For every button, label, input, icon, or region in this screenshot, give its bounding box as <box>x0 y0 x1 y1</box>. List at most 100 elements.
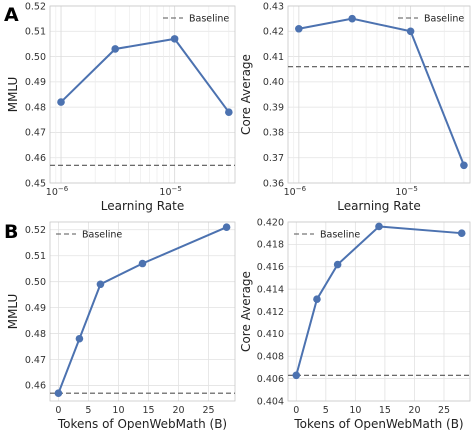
y-tick-label: 0.39 <box>263 102 284 113</box>
series-line <box>298 17 465 166</box>
data-point <box>295 24 303 33</box>
x-tick-label: 10−5 <box>395 185 417 198</box>
plot-area-frame <box>287 221 471 402</box>
data-point <box>170 35 179 43</box>
legend: Baseline <box>398 14 464 25</box>
y-tick-label: 0.420 <box>257 217 284 228</box>
panel-label-b: B <box>4 221 18 243</box>
y-tick-label: 0.418 <box>257 240 284 251</box>
data-point <box>57 98 65 106</box>
y-tick-label: 0.416 <box>257 262 284 273</box>
y-tick-label: 0.414 <box>257 284 284 295</box>
plot-area-frame <box>49 221 236 402</box>
y-tick-label: 0.51 <box>25 251 46 262</box>
chart-3: 0.46 0.47 0.48 0.49 0.50 0.51 0.52 0 5 10 15 20 25To… <box>6 221 236 430</box>
data-point <box>96 280 105 289</box>
y-axis-label: MMLU <box>6 294 20 330</box>
x-tick-label: 15 <box>142 405 154 416</box>
legend-label: Baseline <box>82 230 122 241</box>
data-point <box>460 161 468 170</box>
y-tick-label: 0.50 <box>25 277 46 288</box>
y-axis-label: MMLU <box>6 77 20 113</box>
data-point <box>406 27 415 36</box>
data-point <box>375 222 383 231</box>
x-tick-base: 10 <box>284 187 296 198</box>
panel-label-a: A <box>4 4 19 26</box>
y-tick-label: 0.52 <box>25 1 46 12</box>
x-tick-label: 10−6 <box>46 185 69 198</box>
x-tick-label: 10 <box>112 405 124 416</box>
x-tick-label: 10−5 <box>159 185 181 198</box>
y-tick-label: 0.41 <box>263 52 284 63</box>
y-tick-label: 0.48 <box>25 329 46 340</box>
y-tick-label: 0.408 <box>257 352 284 363</box>
y-tick-label: 0.43 <box>263 1 284 12</box>
y-tick-label: 0.412 <box>257 307 284 318</box>
legend-label: Baseline <box>189 14 229 25</box>
data-point <box>292 371 301 380</box>
x-tick-base: 10 <box>46 187 58 198</box>
x-tick-label: 25 <box>438 405 450 416</box>
x-tick-label: 10−6 <box>284 185 307 198</box>
x-tick-label: 15 <box>379 405 391 416</box>
legend-label: Baseline <box>424 14 464 25</box>
y-tick-label: 0.37 <box>263 153 284 164</box>
x-tick-label: 5 <box>85 405 91 416</box>
x-tick-label: 0 <box>293 405 299 416</box>
x-tick-exponent: −6 <box>58 185 69 193</box>
y-tick-label: 0.49 <box>25 77 46 88</box>
data-point <box>348 14 356 23</box>
y-tick-label: 0.42 <box>263 27 284 38</box>
chart-4: 0.404 0.406 0.408 0.410 0.412 0.414 0.416 0.418… <box>239 217 471 430</box>
x-tick-label: 20 <box>172 405 184 416</box>
y-tick-label: 0.410 <box>257 329 284 340</box>
y-tick-label: 0.38 <box>263 128 284 139</box>
y-tick-label: 0.47 <box>25 128 46 139</box>
y-tick-label: 0.51 <box>25 27 46 38</box>
y-tick-label: 0.46 <box>25 381 46 392</box>
x-tick-base: 10 <box>159 187 171 198</box>
data-point <box>457 229 466 237</box>
x-tick-exponent: −5 <box>172 185 182 193</box>
plot-area-frame <box>287 5 471 184</box>
y-tick-label: 0.36 <box>263 178 284 189</box>
y-tick-label: 0.406 <box>257 374 284 385</box>
x-axis-label: Tokens of OpenWebMath (B) <box>293 417 463 430</box>
x-tick-base: 10 <box>395 187 407 198</box>
data-point <box>333 260 342 269</box>
series-line <box>57 226 227 394</box>
series-line <box>295 225 462 376</box>
x-axis-label: Learning Rate <box>337 199 420 213</box>
data-point <box>138 259 147 268</box>
y-tick-label: 0.404 <box>257 396 284 407</box>
x-tick-label: 10 <box>349 405 361 416</box>
y-tick-label: 0.40 <box>263 77 284 88</box>
data-point <box>54 389 63 398</box>
y-tick-label: 0.48 <box>25 102 46 113</box>
y-tick-label: 0.47 <box>25 355 46 366</box>
y-tick-label: 0.49 <box>25 303 46 314</box>
data-point <box>225 108 233 116</box>
x-tick-label: 25 <box>203 405 215 416</box>
plot-area-frame <box>49 5 236 184</box>
y-tick-label: 0.52 <box>25 225 46 236</box>
y-axis-label: Core Average <box>239 54 253 135</box>
x-axis-label: Tokens of OpenWebMath (B) <box>57 417 227 430</box>
data-point <box>222 223 231 231</box>
x-axis-label: Learning Rate <box>101 199 184 213</box>
x-tick-exponent: −5 <box>407 185 417 193</box>
data-point <box>111 45 120 53</box>
y-tick-label: 0.46 <box>25 153 46 164</box>
x-tick-label: 5 <box>323 405 329 416</box>
data-point <box>313 295 321 303</box>
legend-label: Baseline <box>320 230 360 241</box>
x-tick-exponent: −6 <box>296 185 307 193</box>
x-tick-label: 20 <box>408 405 420 416</box>
y-tick-label: 0.50 <box>25 52 46 63</box>
y-axis-label: Core Average <box>239 271 253 352</box>
legend: Baseline <box>294 230 360 241</box>
data-point <box>75 334 84 343</box>
x-tick-label: 0 <box>55 405 61 416</box>
